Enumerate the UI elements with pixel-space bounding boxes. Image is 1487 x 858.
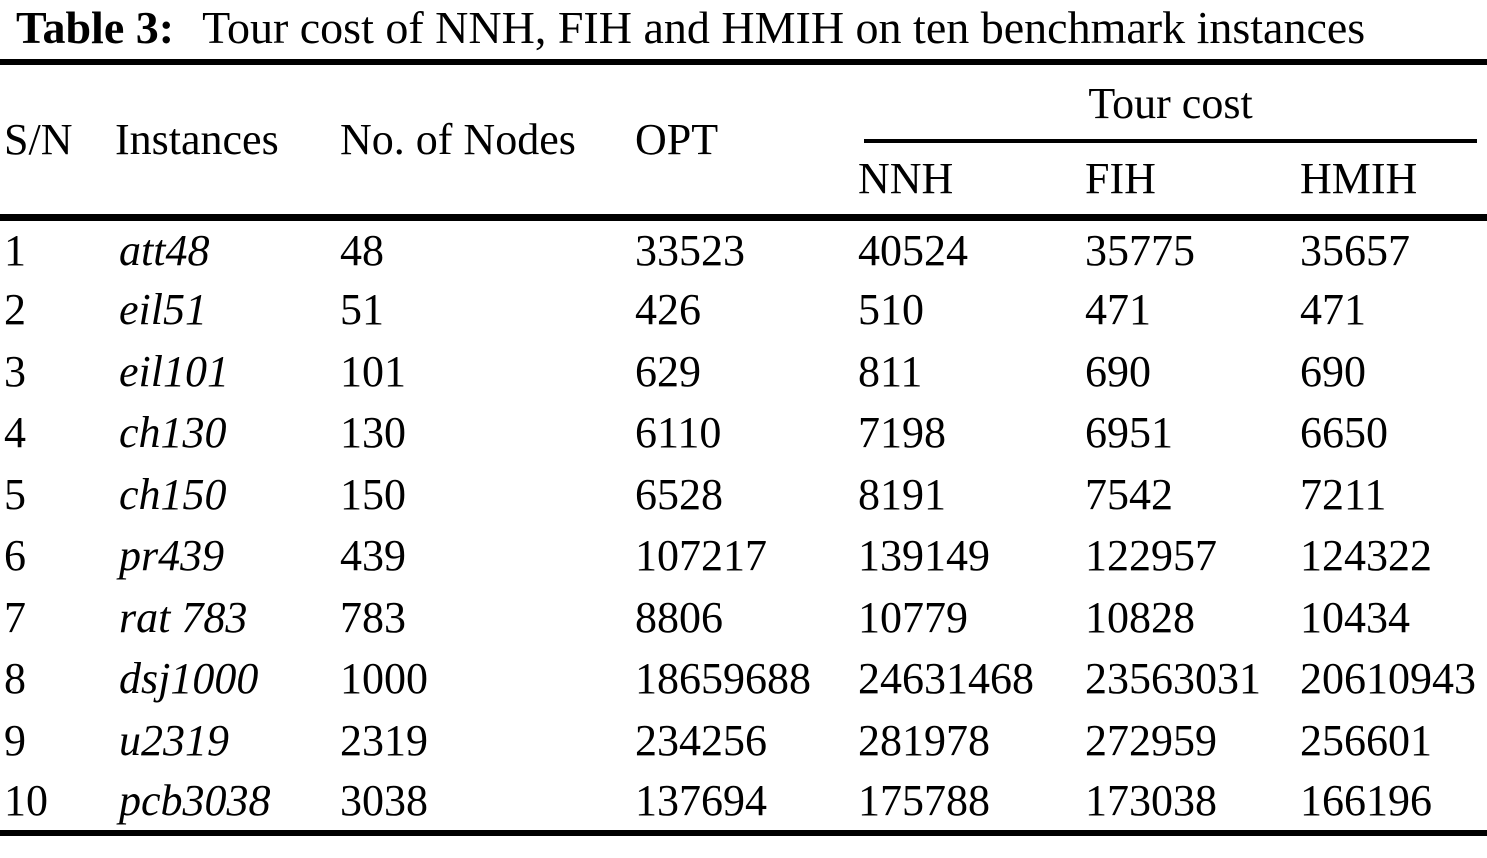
benchmark-results-table: S/N Instances No. of Nodes OPT Tour cost… <box>0 59 1487 836</box>
col-header-instances: Instances <box>113 62 340 221</box>
cell-opt: 18659688 <box>635 654 811 704</box>
cell-fih: 690 <box>1085 346 1151 396</box>
cell-hmih: 7211 <box>1300 469 1387 519</box>
cell-sn: 5 <box>4 469 26 519</box>
cell-nodes: 48 <box>340 225 384 275</box>
table-row: 2 eil51 51 426 510 471 471 <box>0 279 1487 341</box>
cell-hmih: 10434 <box>1300 592 1410 642</box>
cell-hmih: 471 <box>1300 285 1366 335</box>
cell-sn: 6 <box>4 531 26 581</box>
cell-opt: 234256 <box>635 715 767 765</box>
cell-sn: 9 <box>4 715 26 765</box>
cell-sn: 2 <box>4 285 26 335</box>
cell-opt: 6110 <box>635 408 722 458</box>
table-row: 1 att48 48 33523 40524 35775 35657 <box>0 218 1487 280</box>
cell-nnh: 811 <box>858 346 923 396</box>
cell-instance: eil51 <box>119 285 207 335</box>
table-row: 8 dsj1000 1000 18659688 24631468 2356303… <box>0 648 1487 710</box>
col-group-tour-cost: Tour cost <box>858 62 1487 143</box>
cell-nodes: 101 <box>340 346 406 396</box>
cell-opt: 426 <box>635 285 701 335</box>
cell-nodes: 2319 <box>340 715 428 765</box>
cell-instance: pr439 <box>119 531 225 581</box>
cell-nnh: 175788 <box>858 775 990 825</box>
cell-fih: 471 <box>1085 285 1151 335</box>
cell-fih: 23563031 <box>1085 654 1261 704</box>
cell-nodes: 130 <box>340 408 406 458</box>
cell-nnh: 24631468 <box>858 654 1034 704</box>
cell-nnh: 40524 <box>858 225 968 275</box>
table-row: 4 ch130 130 6110 7198 6951 6650 <box>0 402 1487 464</box>
cell-opt: 107217 <box>635 531 767 581</box>
cell-fih: 272959 <box>1085 715 1217 765</box>
cell-sn: 8 <box>4 654 26 704</box>
cell-nnh: 8191 <box>858 469 946 519</box>
col-header-fih: FIH <box>1085 143 1300 221</box>
cell-hmih: 690 <box>1300 346 1366 396</box>
cell-nodes: 51 <box>340 285 384 335</box>
cell-opt: 137694 <box>635 775 767 825</box>
cell-nodes: 439 <box>340 531 406 581</box>
col-header-nnh: NNH <box>858 143 1085 221</box>
table-row: 10 pcb3038 3038 137694 175788 173038 166… <box>0 771 1487 833</box>
table-row: 9 u2319 2319 234256 281978 272959 256601 <box>0 710 1487 772</box>
table-row: 5 ch150 150 6528 8191 7542 7211 <box>0 464 1487 526</box>
cell-nodes: 3038 <box>340 775 428 825</box>
cell-instance: ch130 <box>119 408 227 458</box>
cell-nodes: 150 <box>340 469 406 519</box>
cell-nnh: 281978 <box>858 715 990 765</box>
table-caption: Table 3: Tour cost of NNH, FIH and HMIH o… <box>0 0 1487 56</box>
table-caption-text: Tour cost of NNH, FIH and HMIH on ten be… <box>202 2 1366 53</box>
cell-fih: 173038 <box>1085 775 1217 825</box>
cell-sn: 4 <box>4 408 26 458</box>
cell-hmih: 256601 <box>1300 715 1432 765</box>
cell-nnh: 10779 <box>858 592 968 642</box>
cell-sn: 1 <box>4 225 26 275</box>
cell-nodes: 1000 <box>340 654 428 704</box>
cell-hmih: 124322 <box>1300 531 1432 581</box>
cell-hmih: 166196 <box>1300 775 1432 825</box>
cell-instance: pcb3038 <box>119 775 271 825</box>
table-row: 6 pr439 439 107217 139149 122957 124322 <box>0 525 1487 587</box>
cell-fih: 6951 <box>1085 408 1173 458</box>
cell-hmih: 35657 <box>1300 225 1410 275</box>
cell-opt: 8806 <box>635 592 723 642</box>
cell-hmih: 6650 <box>1300 408 1388 458</box>
cell-sn: 10 <box>4 775 48 825</box>
header-row-top: S/N Instances No. of Nodes OPT Tour cost <box>0 62 1487 221</box>
cell-sn: 3 <box>4 346 26 396</box>
col-header-sn: S/N <box>0 62 113 221</box>
cell-fih: 10828 <box>1085 592 1195 642</box>
cell-instance: dsj1000 <box>119 654 259 704</box>
cell-opt: 629 <box>635 346 701 396</box>
cell-instance: att48 <box>119 225 210 275</box>
cell-instance: ch150 <box>119 469 227 519</box>
col-group-tour-cost-label: Tour cost <box>864 78 1478 143</box>
cell-nnh: 139149 <box>858 531 990 581</box>
table-row: 3 eil101 101 629 811 690 690 <box>0 341 1487 403</box>
cell-sn: 7 <box>4 592 26 642</box>
cell-instance: u2319 <box>119 715 229 765</box>
cell-opt: 6528 <box>635 469 723 519</box>
cell-fih: 122957 <box>1085 531 1217 581</box>
table-caption-number: Table 3: <box>16 2 175 53</box>
col-header-opt: OPT <box>635 62 858 221</box>
col-header-hmih: HMIH <box>1300 143 1487 221</box>
cell-instance: eil101 <box>119 346 229 396</box>
cell-opt: 33523 <box>635 225 745 275</box>
table-row: 7 rat 783 783 8806 10779 10828 10434 <box>0 587 1487 649</box>
header-row-sub: NNH FIH HMIH <box>0 143 1487 221</box>
cell-nnh: 510 <box>858 285 924 335</box>
cell-fih: 35775 <box>1085 225 1195 275</box>
cell-instance: rat 783 <box>119 592 248 642</box>
cell-fih: 7542 <box>1085 469 1173 519</box>
cell-nnh: 7198 <box>858 408 946 458</box>
cell-hmih: 20610943 <box>1300 654 1476 704</box>
col-header-nodes: No. of Nodes <box>340 62 635 221</box>
cell-nodes: 783 <box>340 592 406 642</box>
